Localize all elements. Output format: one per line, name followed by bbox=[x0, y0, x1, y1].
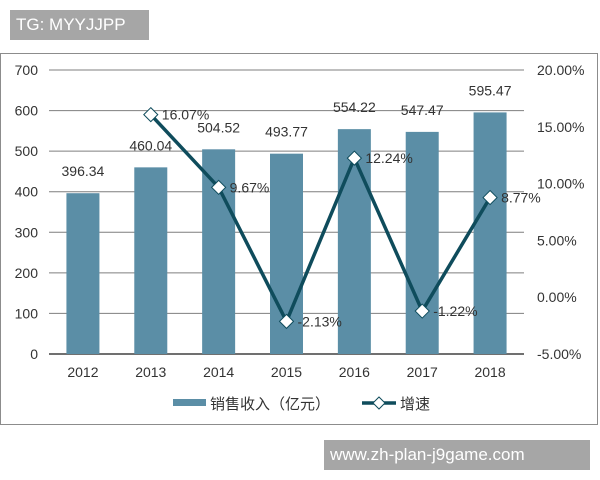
x-axis-tick: 2014 bbox=[203, 364, 234, 380]
line-data-label: 12.24% bbox=[365, 150, 412, 166]
x-axis-tick: 2018 bbox=[474, 364, 505, 380]
left-axis-tick: 300 bbox=[15, 224, 39, 240]
line-data-label: -1.22% bbox=[433, 303, 477, 319]
right-axis-tick: 10.00% bbox=[537, 176, 584, 192]
right-axis-tick: 5.00% bbox=[537, 232, 577, 248]
bar-data-label: 460.04 bbox=[129, 137, 172, 153]
right-axis-tick: 0.00% bbox=[537, 289, 577, 305]
x-axis-tick: 2013 bbox=[135, 364, 166, 380]
right-axis-tick: 20.00% bbox=[537, 62, 584, 78]
bar-data-label: 595.47 bbox=[469, 82, 512, 98]
diamond-marker-icon bbox=[278, 313, 295, 330]
legend-line-label: 增速 bbox=[400, 395, 430, 413]
right-axis-tick: -5.00% bbox=[537, 346, 581, 362]
line-data-label: 8.77% bbox=[501, 190, 541, 206]
bar-data-label: 554.22 bbox=[333, 99, 376, 115]
left-axis-tick: 100 bbox=[15, 305, 39, 321]
bar-data-label: 493.77 bbox=[265, 124, 308, 140]
left-axis-tick: 500 bbox=[15, 143, 39, 159]
legend-bar-label: 销售收入（亿元） bbox=[210, 395, 330, 413]
bar-data-label: 504.52 bbox=[197, 119, 240, 135]
x-axis-tick: 2012 bbox=[67, 364, 98, 380]
legend-diamond-icon bbox=[372, 396, 386, 410]
line-series bbox=[143, 106, 498, 330]
x-axis-tick: 2017 bbox=[407, 364, 438, 380]
left-axis-tick: 0 bbox=[30, 346, 38, 362]
legend: 销售收入（亿元） 增速 bbox=[173, 395, 430, 413]
left-axis-ticks: 0 100 200 300 400 500 600 700 bbox=[15, 62, 39, 362]
x-axis-tick: 2015 bbox=[271, 364, 302, 380]
chart-frame bbox=[0, 53, 598, 425]
bar-2018 bbox=[473, 112, 507, 354]
diamond-marker-icon bbox=[482, 189, 498, 206]
diamond-marker-icon bbox=[414, 303, 430, 319]
line-data-label: 9.67% bbox=[230, 179, 270, 195]
left-axis-tick: 200 bbox=[15, 265, 39, 281]
bar-series bbox=[66, 112, 507, 354]
gridlines bbox=[49, 69, 524, 355]
x-axis-tick: 2016 bbox=[339, 364, 370, 380]
bar-2016 bbox=[337, 129, 371, 354]
line-data-labels: 16.07% 9.67% -2.13% 12.24% -1.22% 8.77% bbox=[162, 107, 541, 330]
growth-line bbox=[149, 113, 492, 326]
watermark: www.zh-plan-j9game.com bbox=[324, 440, 590, 470]
diamond-marker-icon bbox=[143, 106, 159, 123]
diamond-marker-icon bbox=[346, 150, 363, 166]
legend-bar-swatch bbox=[173, 399, 206, 406]
right-axis-tick: 15.00% bbox=[537, 119, 584, 135]
left-axis-tick: 700 bbox=[15, 62, 39, 78]
bar-data-label: 396.34 bbox=[62, 163, 105, 179]
diamond-marker-icon bbox=[210, 179, 227, 196]
bar-data-label: 547.47 bbox=[401, 102, 444, 118]
line-data-label: 16.07% bbox=[162, 107, 209, 123]
right-axis-ticks: -5.00% 0.00% 5.00% 10.00% 15.00% 20.00% bbox=[537, 62, 584, 362]
bar-data-labels: 396.34 460.04 504.52 493.77 554.22 547.47 595.… bbox=[62, 82, 512, 179]
tag-label: TG: MYYJJPP bbox=[10, 10, 149, 40]
left-axis-tick: 600 bbox=[15, 103, 39, 119]
bar-2012 bbox=[66, 193, 100, 354]
left-axis-tick: 400 bbox=[15, 184, 39, 200]
x-axis-ticks: 2012 2013 2014 2015 2016 2017 2018 bbox=[67, 364, 506, 380]
bar-2013 bbox=[134, 167, 168, 354]
line-data-label: -2.13% bbox=[298, 313, 342, 329]
